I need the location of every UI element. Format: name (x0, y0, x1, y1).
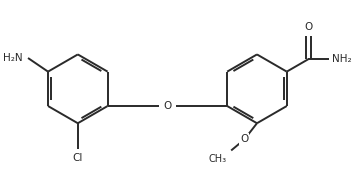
Text: NH₂: NH₂ (332, 54, 352, 64)
Text: O: O (304, 22, 313, 32)
Text: O: O (163, 101, 171, 111)
Text: H₂N: H₂N (3, 53, 23, 63)
Text: O: O (240, 134, 248, 144)
Text: CH₃: CH₃ (209, 154, 227, 164)
Text: Cl: Cl (73, 153, 83, 163)
